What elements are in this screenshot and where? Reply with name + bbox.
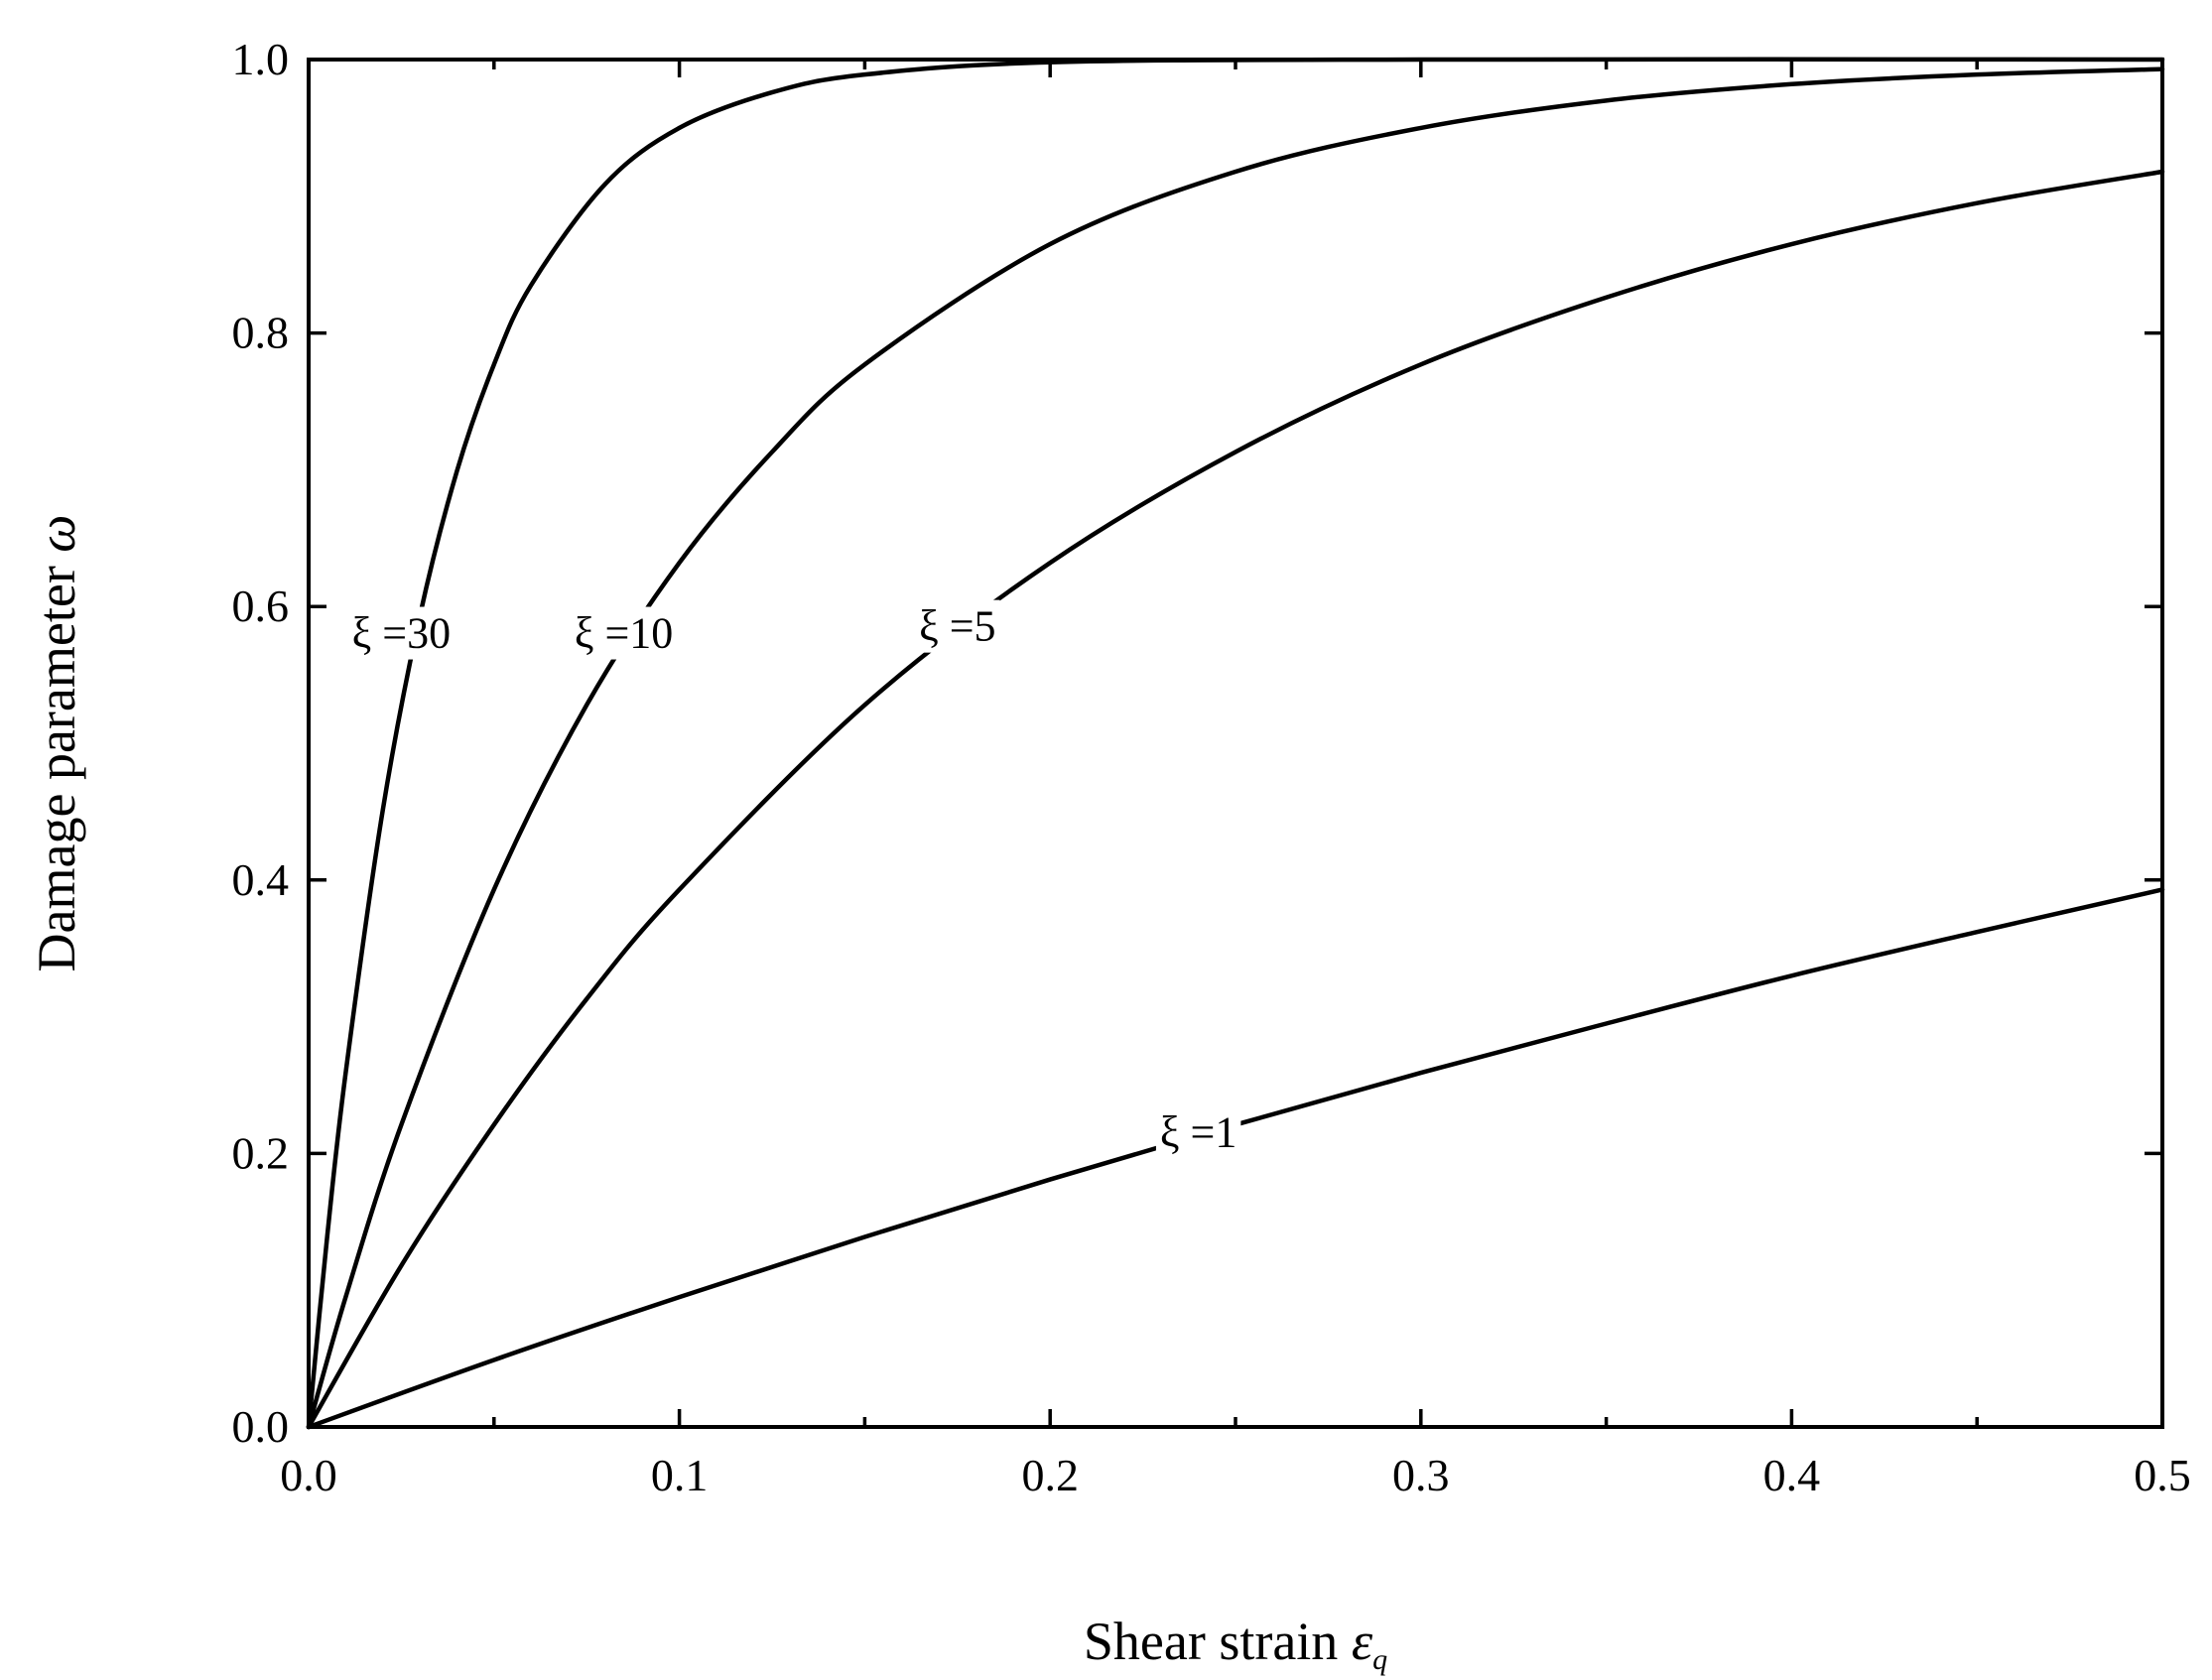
series-line xyxy=(306,66,2165,1430)
series-label: ξ =5 xyxy=(915,599,1000,653)
y-tick-label: 0.0 xyxy=(232,1401,290,1452)
x-axis-tick-labels: 0.0 0.1 0.2 0.3 0.4 0.5 xyxy=(280,1450,2191,1500)
series-label-text: ξ =10 xyxy=(575,609,673,658)
y-tick-label: 0.2 xyxy=(232,1127,290,1178)
y-axis-tick-labels: 0.0 0.2 0.4 0.6 0.8 1.0 xyxy=(232,34,290,1452)
series-label: ξ =30 xyxy=(347,606,455,660)
x-tick-label: 0.2 xyxy=(1021,1450,1079,1500)
series-label-text: ξ =30 xyxy=(352,609,451,658)
x-tick-label: 0.3 xyxy=(1392,1450,1450,1500)
axis-ticks xyxy=(307,58,2164,1429)
series-label-text: ξ =5 xyxy=(919,602,995,651)
plot-area: ξ =1 ξ =5 ξ =10 ξ =30 xyxy=(306,57,2165,1430)
series-line xyxy=(306,169,2165,1430)
series-label-background xyxy=(570,606,678,660)
series-label-background xyxy=(347,606,455,660)
x-tick-label: 0.0 xyxy=(280,1450,337,1500)
x-tick-label: 0.1 xyxy=(651,1450,709,1500)
y-tick-label: 0.8 xyxy=(232,308,290,358)
series-label-background xyxy=(1155,1105,1241,1159)
series-line xyxy=(306,57,2165,1430)
y-axis-title: Damage parameter ω xyxy=(27,515,86,972)
y-tick-label: 1.0 xyxy=(232,34,290,84)
x-tick-label: 0.4 xyxy=(1763,1450,1821,1500)
series-label-background xyxy=(915,599,1000,653)
curves xyxy=(306,57,2165,1430)
y-tick-label: 0.6 xyxy=(232,581,290,631)
series-label: ξ =1 xyxy=(1155,1105,1241,1159)
x-axis-title: Shear strain εq xyxy=(1084,1612,1387,1676)
series-label: ξ =10 xyxy=(570,606,678,660)
series-labels: ξ =1 ξ =5 ξ =10 ξ =30 xyxy=(347,599,1241,1159)
y-tick-label: 0.4 xyxy=(232,854,290,905)
plot-frame xyxy=(307,58,2164,1429)
x-tick-label: 0.5 xyxy=(2134,1450,2191,1500)
series-label-text: ξ =1 xyxy=(1160,1108,1236,1157)
